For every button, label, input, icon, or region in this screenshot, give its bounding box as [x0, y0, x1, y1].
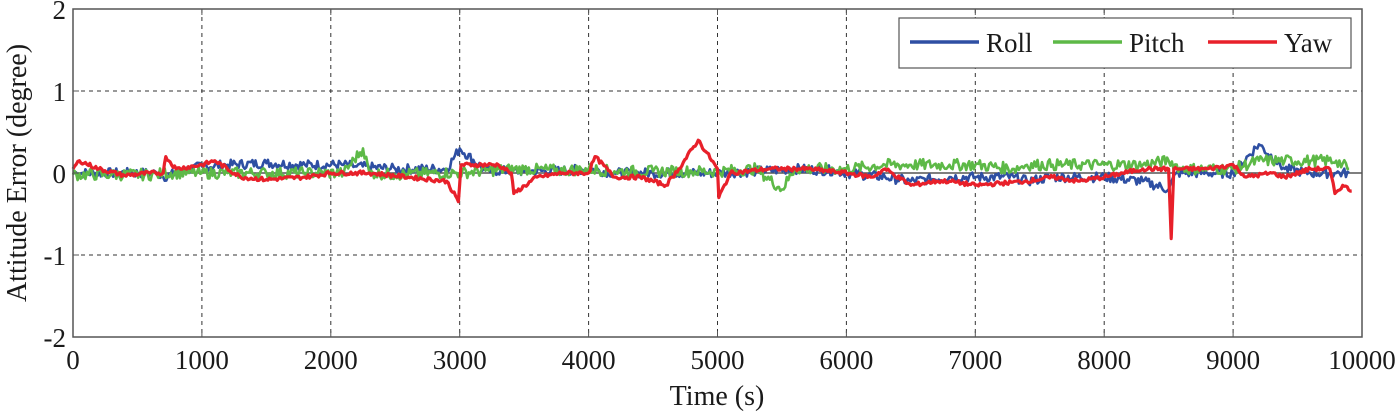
data-series — [71, 138, 1352, 241]
y-tick-label: 1 — [53, 77, 67, 107]
x-tick-label: 8000 — [1077, 345, 1131, 375]
x-tick-label: 6000 — [819, 345, 873, 375]
y-tick-label: -2 — [44, 323, 67, 353]
y-tick-label: 0 — [53, 159, 67, 189]
x-tick-label: 0 — [66, 345, 80, 375]
legend: Roll Pitch Yaw — [898, 17, 1352, 69]
x-tick-label: 10000 — [1328, 345, 1396, 375]
x-tick-label: 5000 — [691, 345, 745, 375]
x-axis-label: Time (s) — [670, 381, 765, 412]
x-tick-label: 2000 — [304, 345, 358, 375]
y-axis-label: Attitude Error (degree) — [2, 44, 33, 302]
x-tick-label: 7000 — [948, 345, 1002, 375]
x-tick-label: 9000 — [1206, 345, 1260, 375]
y-tick-label: 2 — [53, 0, 67, 25]
legend-label-yaw: Yaw — [1284, 28, 1333, 58]
x-tick-label: 4000 — [562, 345, 616, 375]
y-axis-ticks: -2 -1 0 1 2 — [44, 0, 79, 353]
x-tick-label: 3000 — [433, 345, 487, 375]
x-tick-label: 1000 — [175, 345, 229, 375]
legend-label-pitch: Pitch — [1129, 28, 1185, 58]
y-tick-label: -1 — [44, 241, 67, 271]
series-line-yaw — [71, 138, 1352, 241]
legend-label-roll: Roll — [986, 28, 1033, 58]
x-axis-ticks: 0 1000 2000 3000 4000 5000 6000 7000 8000 9000 100… — [66, 9, 1396, 375]
